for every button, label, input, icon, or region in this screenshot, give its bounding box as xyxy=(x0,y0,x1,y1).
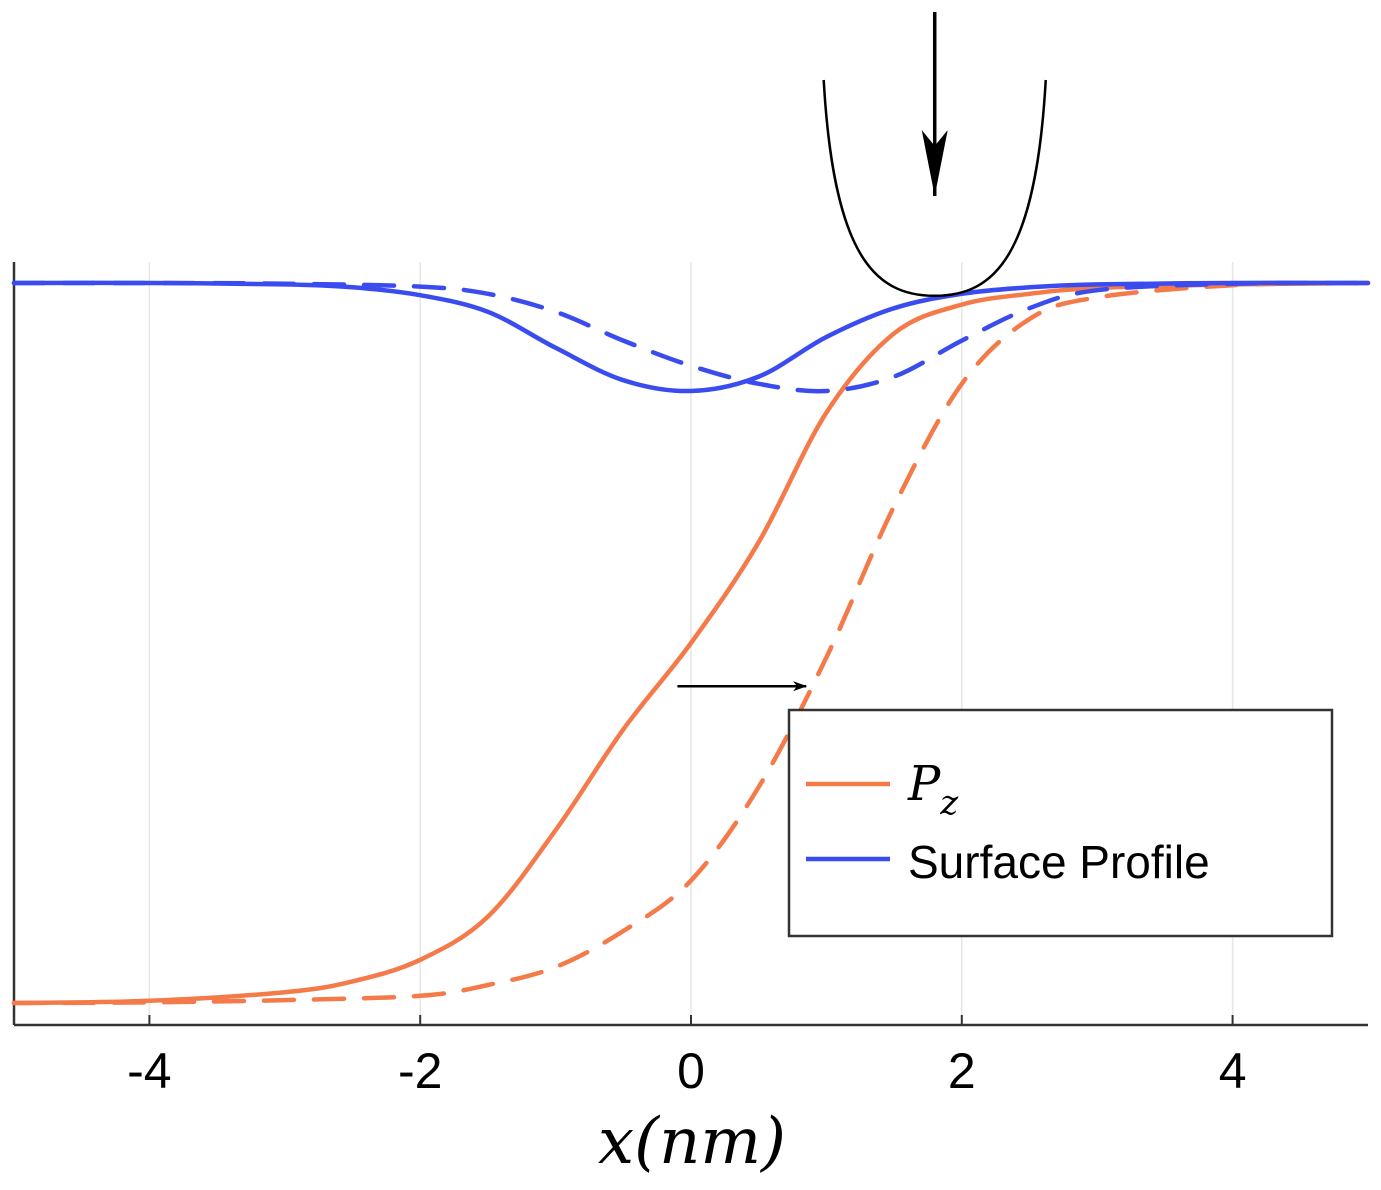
x-tick-label: -2 xyxy=(398,1043,442,1099)
x-tick-label: 4 xyxy=(1219,1043,1247,1099)
legend-label-pz-main: P xyxy=(907,756,941,812)
series-surface-profile-solid xyxy=(11,280,1371,394)
series-pz-dashed xyxy=(11,280,1371,1006)
legend-label-surface-profile: Surface Profile xyxy=(908,836,1210,888)
x-axis-label: x(nm) xyxy=(598,1105,786,1179)
afm-tip xyxy=(822,79,1047,298)
series-surface-profile-dashed xyxy=(11,280,1371,394)
legend-label-pz-sub: z xyxy=(939,783,959,823)
series-group xyxy=(11,280,1371,1006)
x-tick-label: 0 xyxy=(677,1043,705,1099)
axes xyxy=(12,262,1368,1027)
series-pz-solid xyxy=(11,280,1371,1006)
x-tick-label: 2 xyxy=(948,1043,976,1099)
x-tick-label: -4 xyxy=(127,1043,171,1099)
legend: Pz Surface Profile xyxy=(787,708,1334,938)
annotations xyxy=(677,12,1047,692)
legend-box xyxy=(787,708,1334,938)
legend-label-pz: Pz xyxy=(907,756,959,823)
x-tick-labels: -4 -2 0 2 4 xyxy=(127,1043,1246,1099)
